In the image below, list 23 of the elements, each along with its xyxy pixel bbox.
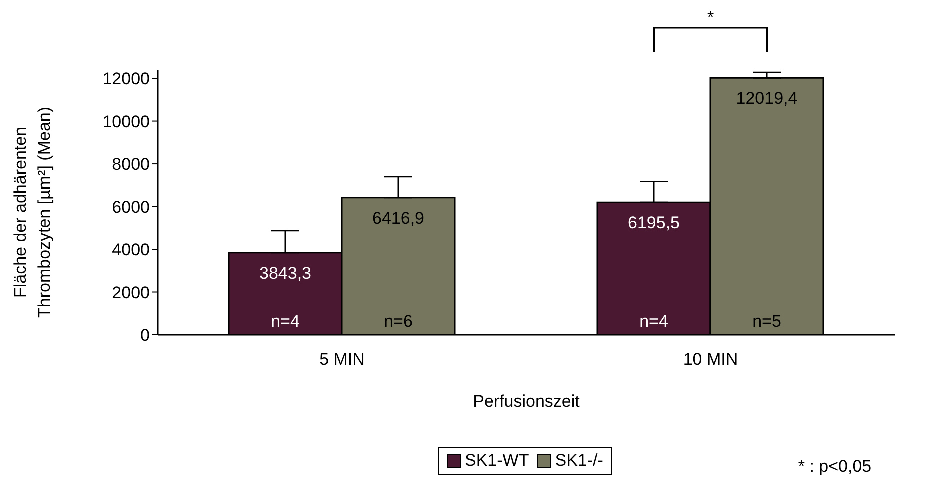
y-tick-label: 6000 [112, 198, 150, 217]
annotation: n=4 [271, 312, 300, 331]
text: * [707, 8, 714, 27]
y-tick-label: 12000 [102, 70, 150, 89]
y-tick-label: 2000 [112, 283, 150, 302]
legend-label: SK1-/- [554, 451, 604, 471]
x-axis-title: Perfusionszeit [473, 392, 580, 411]
y-axis-title: Fläche der adhärenten Thrombozyten [µm²] (Mean) [11, 106, 54, 318]
text: * : p<0,05 [798, 457, 872, 476]
y-tick-label: 4000 [112, 240, 150, 260]
y-tick-label: 0 [140, 326, 150, 346]
annotation: n=5 [752, 312, 782, 331]
data-label: 6195,5 [628, 214, 680, 233]
data-label: 3843,3 [260, 264, 312, 283]
data-label: 6416,9 [372, 208, 424, 228]
legend-label: SK1-WT [464, 451, 530, 471]
data-label: 12019,4 [736, 89, 798, 108]
x-tick-label: 5 MIN [320, 350, 365, 370]
y-tick-label: 10000 [102, 112, 150, 132]
annotation: n=4 [640, 312, 668, 331]
y-tick-label: 8000 [112, 155, 150, 174]
x-tick-label: 10 MIN [683, 350, 738, 370]
annotation: n=6 [384, 312, 413, 331]
